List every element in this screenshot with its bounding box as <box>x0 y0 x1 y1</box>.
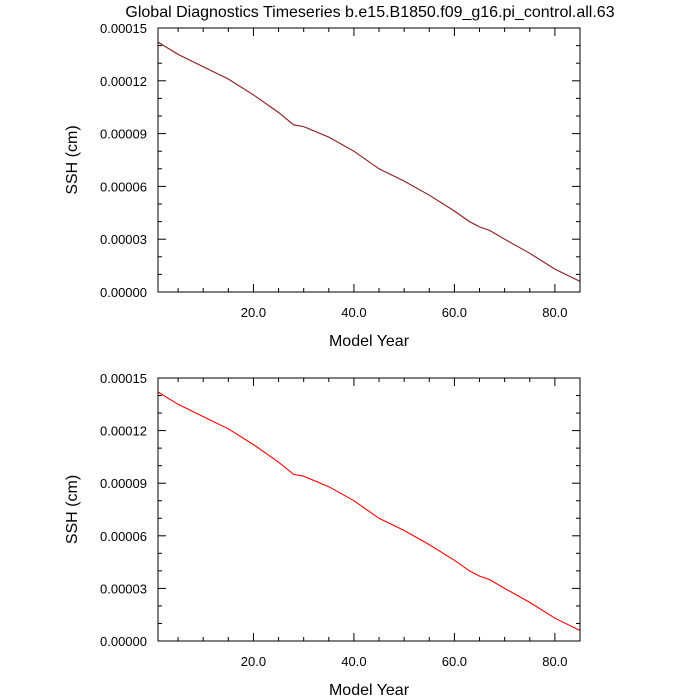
x-tick-label: 20.0 <box>241 654 266 669</box>
y-tick-label: 0.00012 <box>100 424 147 439</box>
y-tick-label: 0.00012 <box>100 74 147 89</box>
y-axis-label: SSH (cm) <box>64 125 81 194</box>
x-tick-label: 80.0 <box>542 654 567 669</box>
y-tick-label: 0.00003 <box>100 232 147 247</box>
x-tick-label: 40.0 <box>341 305 366 320</box>
y-tick-label: 0.00000 <box>100 634 147 649</box>
bottom-panel: 20.0 40.0 60.0 80.0 0.00000 0.00003 0.00006 0.0… <box>64 371 581 699</box>
x-tick-label: 40.0 <box>341 654 366 669</box>
chart-title: Global Diagnostics Timeseries b.e15.B185… <box>125 4 614 21</box>
series-line <box>157 391 581 631</box>
y-tick-label: 0.00000 <box>100 285 147 300</box>
x-tick-label: 60.0 <box>442 305 467 320</box>
y-tick-label: 0.00006 <box>100 529 147 544</box>
x-tick-label: 20.0 <box>241 305 266 320</box>
y-tick-label: 0.00015 <box>100 21 147 36</box>
y-tick-label: 0.00006 <box>100 179 147 194</box>
x-axis-label: Model Year <box>329 682 410 699</box>
y-tick-label: 0.00009 <box>100 476 147 491</box>
x-tick-label: 60.0 <box>442 654 467 669</box>
plot-frame <box>157 377 581 642</box>
y-tick-label: 0.00015 <box>100 371 147 386</box>
top-panel: 20.0 40.0 60.0 80.0 0.00000 0.00003 0.00006 0.0… <box>64 21 581 350</box>
y-axis-label: SSH (cm) <box>64 475 81 544</box>
y-tick-label: 0.00003 <box>100 581 147 596</box>
x-tick-label: 80.0 <box>542 305 567 320</box>
series-line <box>157 41 581 282</box>
x-axis-label: Model Year <box>329 333 410 350</box>
plot-frame <box>157 27 581 293</box>
y-tick-label: 0.00009 <box>100 127 147 142</box>
